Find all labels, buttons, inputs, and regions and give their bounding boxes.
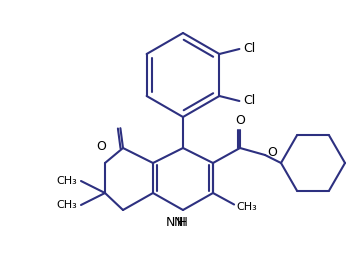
Text: Cl: Cl (243, 94, 256, 108)
Text: N: N (174, 216, 183, 230)
Text: CH₃: CH₃ (56, 200, 77, 210)
Text: O: O (96, 140, 106, 152)
Text: CH₃: CH₃ (236, 203, 257, 213)
Text: N: N (165, 216, 175, 230)
Text: H: H (179, 216, 187, 230)
Text: O: O (235, 115, 245, 127)
Text: H: H (177, 216, 186, 230)
Text: O: O (267, 147, 277, 159)
Text: CH₃: CH₃ (56, 176, 77, 186)
Text: Cl: Cl (243, 43, 256, 55)
